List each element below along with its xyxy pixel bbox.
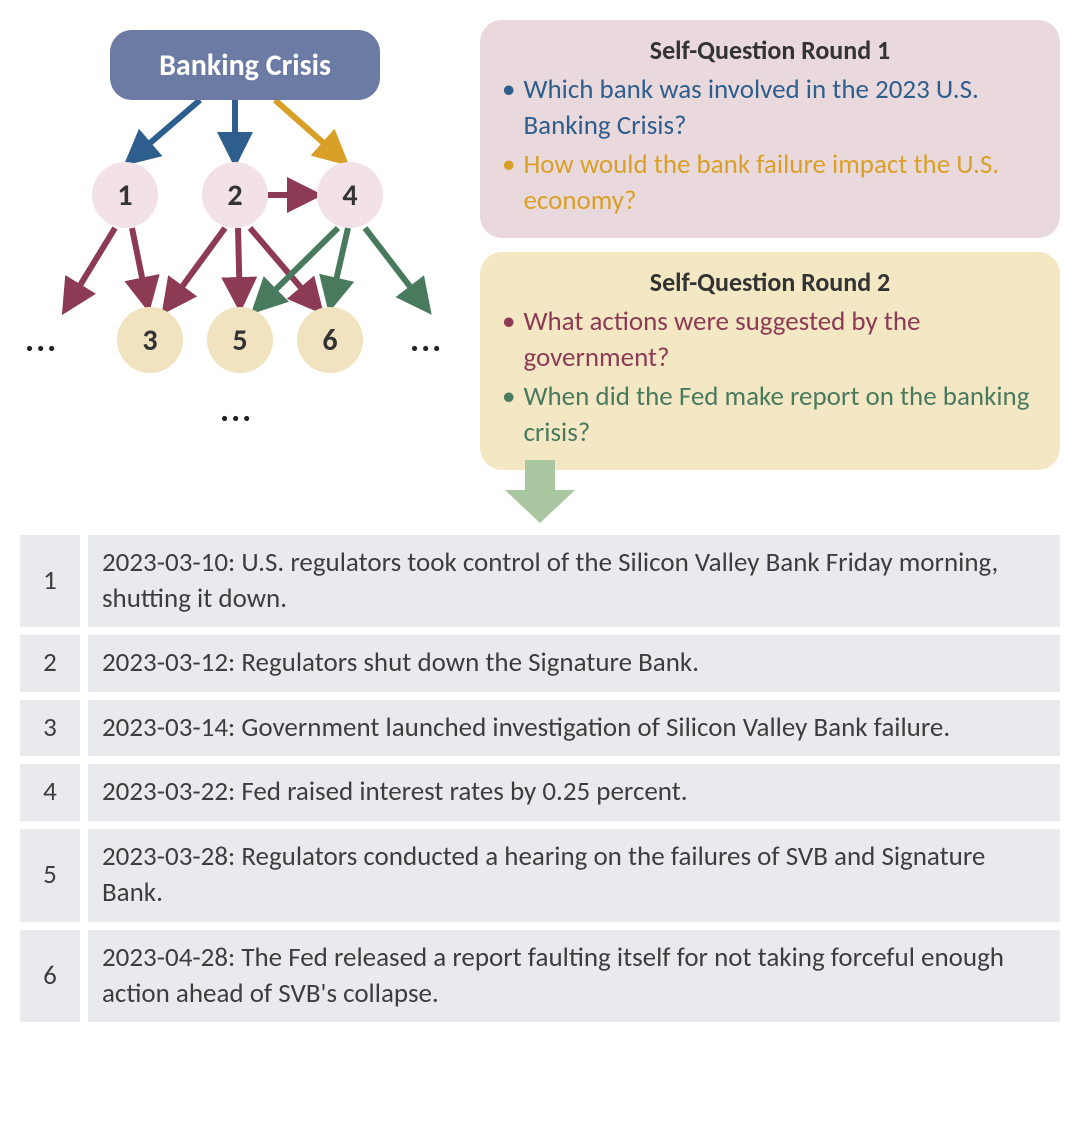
question-round-2: Self-Question Round 2 •What actions were … [480, 252, 1060, 470]
edge-root-4 [275, 100, 345, 162]
question-item: •How would the bank failure impact the U… [502, 147, 1038, 220]
edge-2-5 [238, 228, 240, 307]
table-row: 22023-03-12: Regulators shut down the Si… [20, 635, 1060, 691]
questions-panel: Self-Question Round 1•Which bank was inv… [480, 20, 1060, 470]
round-title: Self-Question Round 2 [502, 266, 1038, 298]
table-row: 52023-03-28: Regulators conducted a hear… [20, 829, 1060, 922]
root-label: Banking Crisis [159, 47, 331, 84]
bullet-icon: • [502, 379, 515, 415]
row-text: 2023-03-12: Regulators shut down the Sig… [88, 635, 1060, 691]
tree-diagram: Banking Crisis 124 356 ......... [20, 20, 460, 460]
row-number: 6 [20, 930, 80, 1023]
node-5: 5 [207, 307, 273, 373]
table-row: 32023-03-14: Government launched investi… [20, 700, 1060, 756]
edge-2-6 [250, 228, 320, 310]
node-3: 3 [117, 307, 183, 373]
bullet-icon: • [502, 147, 515, 183]
down-arrow-icon [500, 455, 580, 525]
edge-root-1 [128, 100, 200, 162]
node-6: 6 [297, 307, 363, 373]
round-title: Self-Question Round 1 [502, 34, 1038, 66]
edge-1-3 [132, 228, 148, 307]
row-number: 4 [20, 764, 80, 820]
node-1: 1 [92, 162, 158, 228]
row-text: 2023-03-28: Regulators conducted a heari… [88, 829, 1060, 922]
ellipsis-0: ... [25, 320, 58, 361]
top-section: Banking Crisis 124 356 ......... Self-Que… [0, 0, 1080, 480]
edge-4-5 [255, 228, 338, 310]
node-4: 4 [317, 162, 383, 228]
bullet-icon: • [502, 304, 515, 340]
row-number: 3 [20, 700, 80, 756]
question-item: •When did the Fed make report on the ban… [502, 379, 1038, 452]
edge-1-l [65, 228, 115, 310]
question-text: When did the Fed make report on the bank… [523, 379, 1038, 452]
table-row: 12023-03-10: U.S. regulators took contro… [20, 535, 1060, 628]
question-text: Which bank was involved in the 2023 U.S.… [523, 72, 1038, 145]
node-2: 2 [202, 162, 268, 228]
row-number: 5 [20, 829, 80, 922]
question-text: What actions were suggested by the gover… [523, 304, 1038, 377]
row-text: 2023-03-14: Government launched investig… [88, 700, 1060, 756]
row-text: 2023-03-10: U.S. regulators took control… [88, 535, 1060, 628]
question-text: How would the bank failure impact the U.… [523, 147, 1038, 220]
table-row: 62023-04-28: The Fed released a report f… [20, 930, 1060, 1023]
row-text: 2023-03-22: Fed raised interest rates by… [88, 764, 1060, 820]
row-text: 2023-04-28: The Fed released a report fa… [88, 930, 1060, 1023]
row-number: 2 [20, 635, 80, 691]
ellipsis-1: ... [410, 320, 443, 361]
row-number: 1 [20, 535, 80, 628]
edge-2-3 [165, 228, 225, 310]
question-item: •Which bank was involved in the 2023 U.S… [502, 72, 1038, 145]
ellipsis-2: ... [220, 390, 253, 431]
root-node: Banking Crisis [110, 30, 380, 100]
edge-4-r [365, 228, 428, 310]
question-round-1: Self-Question Round 1 •Which bank was inv… [480, 20, 1060, 238]
edge-4-6 [330, 228, 348, 307]
bullet-icon: • [502, 72, 515, 108]
timeline-table: 12023-03-10: U.S. regulators took contro… [0, 535, 1080, 1051]
table-row: 42023-03-22: Fed raised interest rates b… [20, 764, 1060, 820]
question-item: •What actions were suggested by the gove… [502, 304, 1038, 377]
